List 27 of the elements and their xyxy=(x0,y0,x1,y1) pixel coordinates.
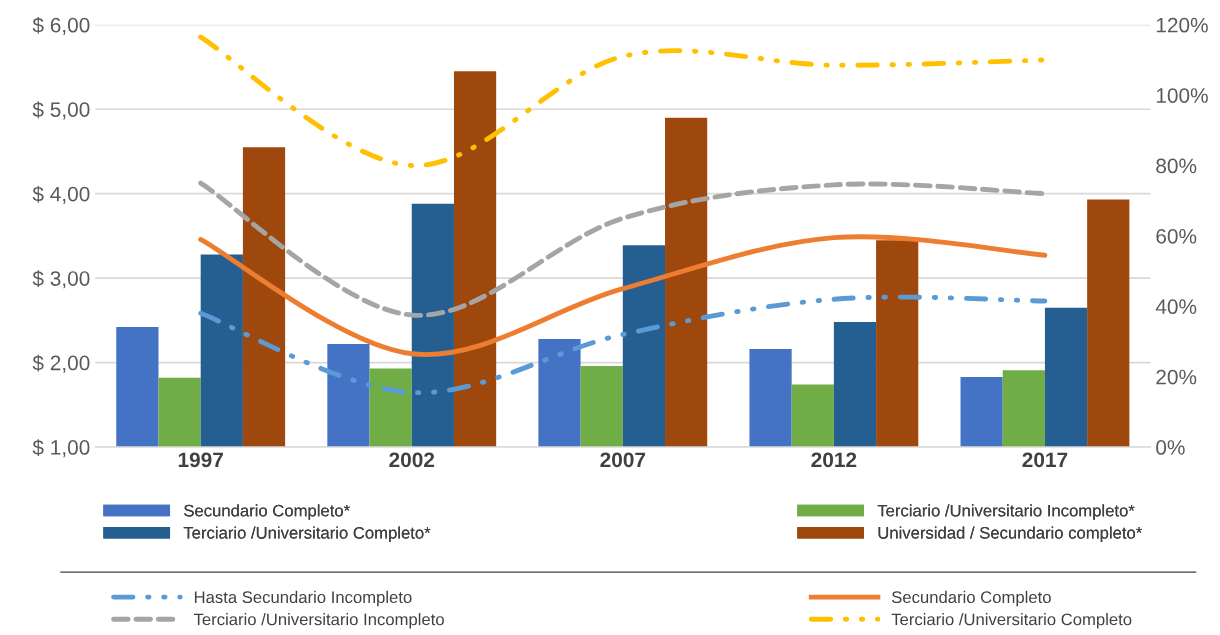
legend-label: Terciario /Universitario Incompleto* xyxy=(877,504,1135,520)
y-tick-label: $ 1,00 xyxy=(32,439,90,458)
legend-label: Secundario Completo* xyxy=(184,504,350,520)
y-tick-label: $ 3,00 xyxy=(32,270,90,289)
legend-label: Terciario /Universitario Incompleto xyxy=(193,613,444,629)
legend-label: Terciario /Universitario Completo xyxy=(891,613,1132,629)
legend-label: Secundario Completo xyxy=(892,590,1051,607)
x-tick-label: 2012 xyxy=(811,452,857,468)
x-tick-label: 2017 xyxy=(1022,452,1068,468)
y2-tick-label: 20% xyxy=(1156,369,1197,385)
y-tick-label: $ 2,00 xyxy=(32,354,90,373)
y2-tick-label: 40% xyxy=(1155,299,1197,315)
y2-tick-label: 0% xyxy=(1156,440,1185,455)
legend-label: Hasta Secundario Incompleto xyxy=(194,590,412,607)
y-tick-label: $ 4,00 xyxy=(32,185,90,204)
x-tick-label: 1997 xyxy=(178,452,223,468)
line-series xyxy=(198,234,1048,357)
y-tick-label: $ 5,00 xyxy=(32,101,90,120)
legend-label: Universidad / Secundario completo* xyxy=(878,526,1143,543)
y2-tick-label: 120% xyxy=(1156,17,1208,33)
y-tick-label: $ 6,00 xyxy=(32,16,90,35)
x-tick-label: 2002 xyxy=(389,452,435,468)
x-tick-label: 2007 xyxy=(600,452,646,468)
y2-tick-label: 100% xyxy=(1156,88,1208,103)
legend-label: Terciario /Universitario Completo* xyxy=(183,526,431,543)
y2-tick-label: 80% xyxy=(1156,158,1197,174)
y2-tick-label: 60% xyxy=(1156,228,1197,244)
